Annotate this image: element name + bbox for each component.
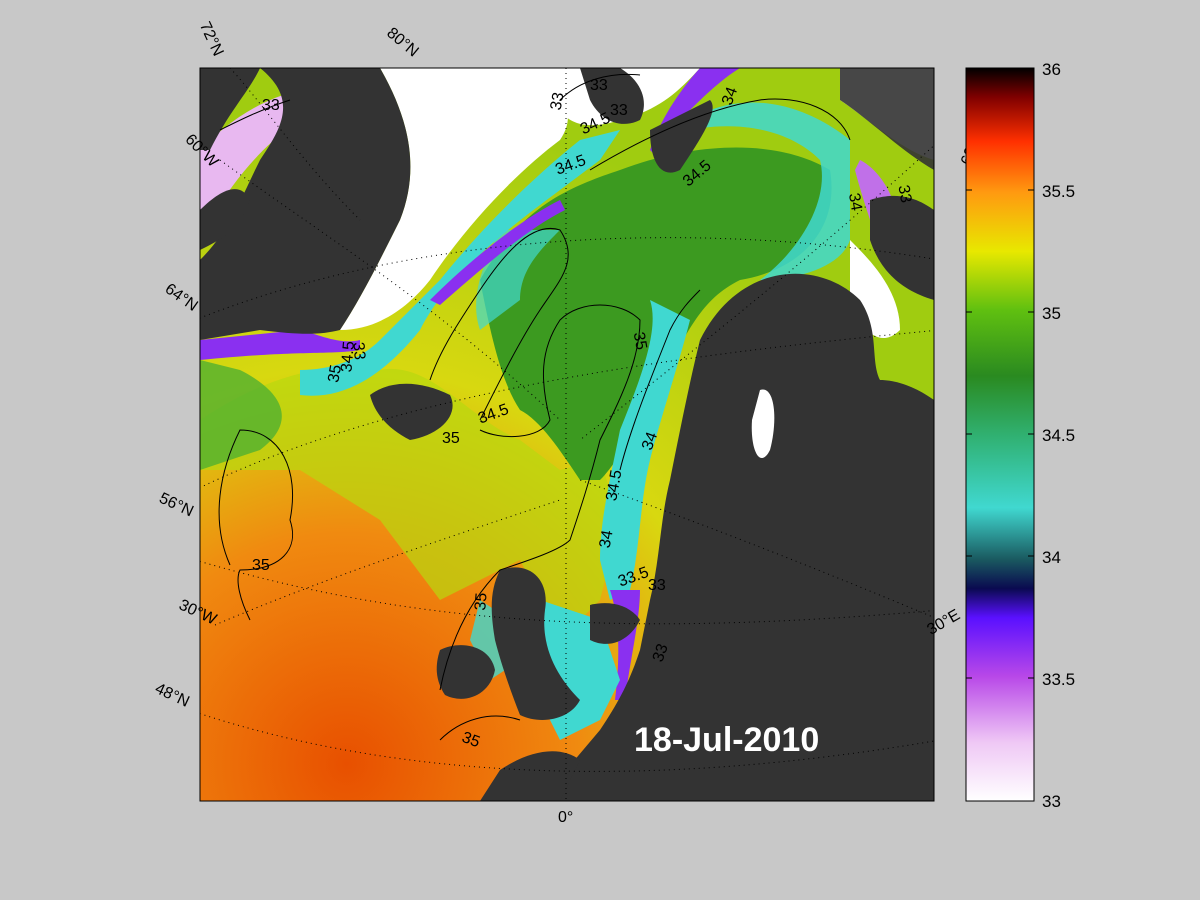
colorbar-tick-label: 34: [1042, 548, 1061, 567]
contour-label: 35: [252, 557, 270, 574]
colorbar-tick-label: 34.5: [1042, 426, 1075, 445]
meridian-60w: [219, 159, 561, 421]
great-britain-land: [491, 567, 580, 720]
contour-label: 33: [548, 91, 568, 112]
colorbar-tick-label: 35.5: [1042, 182, 1075, 201]
greenland-ice: [340, 68, 568, 330]
contour-35-west: [218, 429, 294, 621]
lat-48n-label: 48°N: [152, 680, 192, 711]
contour-label: 35: [325, 363, 345, 384]
contour-35-south: [439, 715, 521, 741]
lat-64n-label: 64°N: [162, 281, 201, 315]
scandinavia-eurasia-land: [540, 195, 934, 801]
contour-label: 33: [894, 184, 914, 205]
contour-label: 33: [648, 577, 666, 594]
east-greenland-current: [300, 130, 620, 396]
contour-label: 34: [597, 529, 617, 550]
greenland-shelf-fresh: [430, 200, 565, 305]
labrador-land: [200, 189, 250, 250]
colorbar-ticks: [966, 189, 1034, 679]
barents-fringe: [690, 102, 850, 280]
contour-label: 33: [349, 341, 367, 360]
franz-josef-land: [650, 100, 713, 173]
contour-label: 33: [610, 102, 628, 119]
map-panel: [200, 68, 934, 801]
graticule: [200, 68, 934, 801]
contour-label: 33: [262, 97, 280, 114]
ireland-land: [436, 645, 495, 699]
contour-35-central: [439, 304, 641, 691]
svalbard-land: [580, 68, 644, 124]
contour-label: 34.5: [338, 340, 358, 373]
date-label: 18-Jul-2010: [634, 721, 819, 759]
parallel-72: [200, 237, 934, 319]
meridian-30e: [579, 479, 934, 619]
contour-label: 35: [472, 592, 490, 611]
france-land: [480, 751, 580, 801]
colorbar: 36 35.5 35 34.5 34 33.5 33: [965, 60, 1075, 811]
contour-34-5-north: [589, 98, 851, 171]
contour-label-group: 33 33 33 33 33 34 34.5 34.5 34.5 35 34.5…: [252, 77, 914, 751]
colorbar-tick-label: 33: [1042, 792, 1061, 811]
contour-33-baffin: [219, 99, 291, 131]
gulf-of-bothnia-ice: [751, 389, 775, 459]
contour-label: 33: [650, 642, 672, 665]
parallel-64: [200, 330, 934, 489]
contour-lines: [218, 73, 851, 741]
irminger-water: [200, 360, 282, 470]
lon-0-label: 0°: [558, 809, 573, 826]
colorbar-tick-label: 35: [1042, 304, 1061, 323]
greenland-land: [200, 68, 411, 340]
contour-label: 34.5: [603, 469, 625, 503]
jutland-land: [590, 603, 640, 644]
contour-label: 35: [630, 331, 650, 352]
colorbar-gradient: [965, 67, 1035, 802]
lat-56n-label: 56°N: [156, 490, 196, 521]
contour-34-5-coast: [619, 289, 701, 471]
map-frame: [199, 67, 935, 802]
baffin-island-land: [200, 68, 260, 150]
contour-label: 33: [590, 77, 608, 94]
lat-80n-label: 80°N: [383, 25, 421, 61]
contour-34-5-central: [429, 227, 569, 421]
contour-33-north: [559, 73, 641, 101]
contour-label: 35: [442, 430, 460, 447]
norwegian-coastal-current: [600, 300, 690, 600]
contour-label: 34: [719, 85, 741, 108]
contour-label: 34: [845, 192, 865, 213]
contour-label: 34: [639, 430, 661, 453]
colorbar-tick-label: 36: [1042, 60, 1061, 79]
contour-label: 35: [460, 729, 483, 751]
subpolar-water: [200, 367, 620, 640]
lat-72n-label: 72°N: [196, 19, 227, 59]
novaya-zemlya-land: [840, 68, 934, 170]
colorbar-tick-label: 33.5: [1042, 670, 1075, 689]
denmark-strait-fresh: [200, 330, 360, 360]
